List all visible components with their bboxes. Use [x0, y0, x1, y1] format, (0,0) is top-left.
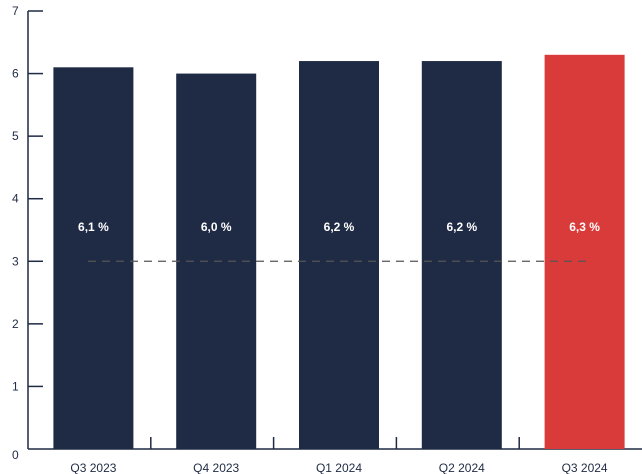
x-tick-label: Q2 2024 [439, 461, 485, 474]
y-tick-label: 5 [12, 129, 19, 143]
y-tick-label: 4 [12, 192, 19, 206]
y-tick-label: 2 [12, 317, 19, 331]
bar-value-label: 6,2 % [324, 220, 355, 234]
bar [421, 61, 502, 450]
bar-value-label: 6,0 % [201, 220, 232, 234]
bar [544, 54, 625, 450]
y-tick-label: 6 [12, 67, 19, 81]
bar-value-label: 6,1 % [78, 220, 109, 234]
bars [53, 54, 625, 450]
y-tick-label: 1 [12, 379, 19, 393]
bar-value-label: 6,2 % [446, 220, 477, 234]
y-tick-label: 0 [12, 448, 19, 462]
bar [53, 67, 134, 450]
bar-value-label: 6,3 % [569, 220, 600, 234]
x-tick-label: Q3 2024 [562, 461, 608, 474]
x-tick-label: Q3 2023 [70, 461, 116, 474]
bar [299, 61, 379, 450]
x-tick-label: Q1 2024 [316, 461, 362, 474]
y-tick-label: 7 [12, 4, 19, 18]
y-tick-label: 3 [12, 254, 19, 268]
labels: 0 1 2 3 4 5 6 7 6,1 % Q3 2023 6,0 % Q4 2023 6,2 % Q1 … [12, 4, 608, 474]
x-tick-label: Q4 2023 [193, 461, 239, 474]
